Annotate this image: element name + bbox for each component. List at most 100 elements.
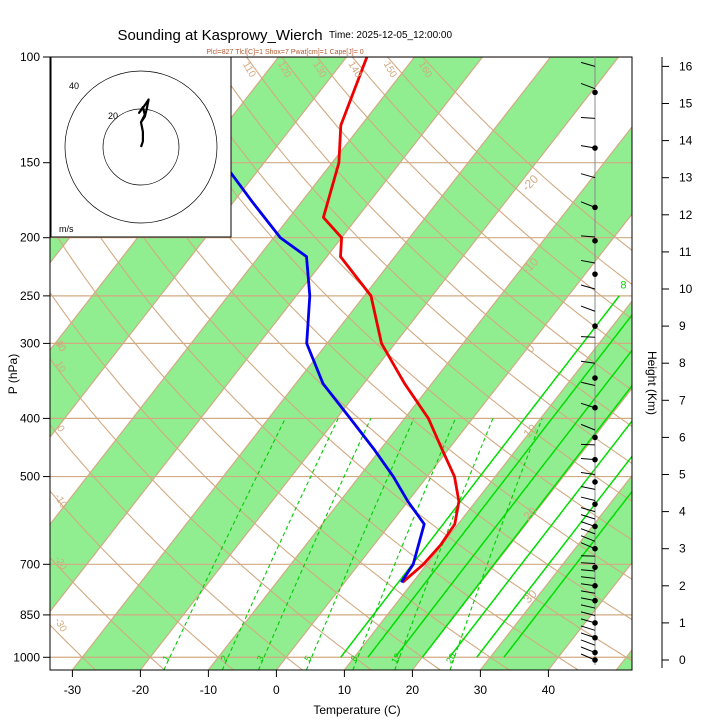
mixing-ratio-label: 20 (444, 652, 458, 666)
sounding-profiles (221, 57, 461, 584)
wind-barb (580, 305, 596, 312)
wind-level-dot (592, 434, 598, 441)
x-tick-label: 20 (406, 683, 420, 697)
wind-level-dot (592, 501, 598, 507)
x-tick-label: 0 (273, 683, 280, 697)
wind-profile-column (580, 57, 598, 665)
height-tick-label: 5 (679, 468, 686, 482)
y-tick-label: 200 (20, 231, 40, 245)
dry-adiabat-line (281, 57, 632, 391)
dry-adiabat-line (105, 57, 632, 580)
wind-barb (580, 423, 596, 431)
moist-adiabat-line (448, 419, 632, 658)
height-tick-label: 2 (679, 579, 686, 593)
hodograph-trace (138, 98, 150, 148)
pressure-axis: 100 150 200 250 300 400 500 700 850 1000 (13, 50, 50, 664)
height-tick-label: 8 (679, 356, 686, 370)
mixing-ratio-line (305, 418, 415, 670)
dry-adiabat-line (50, 156, 580, 670)
dry-adiabat-line (210, 57, 632, 465)
wind-barb (580, 61, 596, 67)
dry-adiabat-label: 40 (53, 339, 68, 355)
wind-barb (580, 604, 596, 609)
dry-adiabat-label: -30 (52, 616, 69, 634)
wind-barb (580, 611, 596, 616)
y-tick-label: 300 (20, 336, 40, 350)
wind-barb (580, 360, 596, 364)
wind-level-dot (592, 620, 598, 626)
temperature-axis: -30 -20 -10 0 10 20 30 40 (64, 670, 555, 697)
wind-level-dot (592, 657, 598, 663)
dry-adiabat-line (245, 57, 632, 428)
isotherm-band (72, 57, 619, 670)
height-tick-label: 9 (679, 319, 686, 333)
wind-barb (580, 235, 596, 238)
moist-adiabats (340, 295, 632, 658)
moist-adiabat-line (476, 455, 632, 658)
wind-barb (580, 496, 596, 501)
wind-barb (580, 625, 596, 631)
time-label: Time: 2025-12-05_12:00:00 (329, 30, 452, 41)
isotherm-line (343, 300, 632, 670)
y-tick-label: 100 (20, 50, 40, 64)
wind-level-dot (592, 375, 598, 381)
height-tick-label: 0 (679, 653, 686, 667)
wind-barb (580, 639, 596, 646)
height-tick-label: 14 (679, 134, 693, 148)
x-axis-title: Temperature (C) (313, 703, 400, 717)
wind-level-dot (592, 634, 598, 641)
mixing-ratio-lines (163, 418, 543, 670)
wind-barb (580, 590, 596, 594)
dry-adiabat-line (50, 357, 373, 670)
x-tick-label: -30 (64, 683, 82, 697)
moist-adiabat-line (340, 295, 620, 658)
temperature-profile-line (321, 57, 461, 584)
mixing-ratio-label: 3 (255, 654, 266, 663)
moist-adiabat-line (503, 490, 632, 658)
wind-level-dot (592, 204, 598, 211)
height-tick-label: 12 (679, 208, 693, 222)
x-tick-label: 30 (474, 683, 488, 697)
dry-adiabat-line (50, 424, 304, 670)
height-tick-label: 15 (679, 97, 693, 111)
hodograph-unit: m/s (59, 224, 74, 234)
wind-barb (580, 486, 596, 490)
mixing-ratio-line (163, 418, 286, 670)
isotherm-line (275, 213, 632, 670)
dry-adiabat-line (50, 490, 235, 670)
y-tick-label: 700 (20, 557, 40, 571)
mixing-ratio-line (449, 418, 543, 670)
wind-level-dot (592, 89, 598, 96)
y-tick-label: 1000 (13, 650, 40, 664)
height-axis-title: Height (Km) (645, 351, 659, 415)
wind-level-dot (592, 237, 598, 244)
dry-adiabat-line (69, 57, 632, 621)
wind-level-dot (592, 145, 598, 151)
wind-barb (580, 528, 596, 535)
dry-adiabat-label: 140 (346, 60, 364, 80)
height-tick-label: 1 (679, 616, 686, 630)
isotherm-line (71, 57, 552, 670)
wind-barb (580, 117, 596, 119)
x-tick-label: 10 (338, 683, 352, 697)
wind-barb (580, 562, 596, 565)
y-tick-label: 400 (20, 411, 40, 425)
height-tick-label: 10 (679, 282, 693, 296)
moist-adiabat-label: 8 (620, 280, 626, 292)
height-tick-label: 4 (679, 505, 686, 519)
isotherm-line (207, 125, 632, 670)
plot-frame (49, 56, 633, 671)
mixing-ratio-line (352, 418, 457, 670)
dry-adiabat-label: 30 (53, 339, 68, 355)
wind-barb (580, 535, 596, 542)
hodograph-ring-label: 20 (108, 111, 118, 121)
isotherm-line (50, 57, 348, 439)
hodograph-ring-label: 40 (69, 81, 79, 91)
dry-adiabat-label: 10 (53, 359, 68, 375)
wind-level-dot (592, 545, 598, 552)
dry-adiabat-line (50, 556, 166, 670)
wind-barb (580, 514, 596, 520)
moist-adiabat-line (367, 313, 632, 658)
mixing-ratio-line (257, 418, 372, 670)
